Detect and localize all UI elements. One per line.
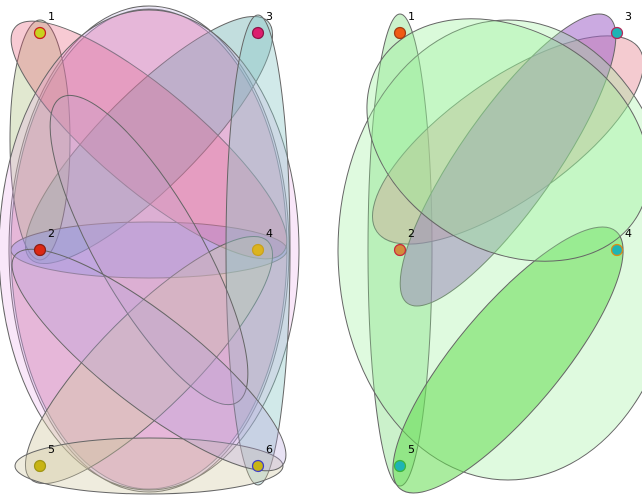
right-node-label: 4 xyxy=(625,227,632,240)
left-hyperedge-5 xyxy=(10,221,288,279)
right-hypergraph: 1 2 3 4 5 xyxy=(337,10,642,494)
left-node-marker xyxy=(251,459,265,473)
left-node-marker xyxy=(33,243,47,257)
left-hypergraph: 1 2 3 4 5 6 xyxy=(0,5,300,495)
right-node-3: 3 xyxy=(610,10,632,40)
right-node-2: 2 xyxy=(393,227,415,257)
left-node-label: 3 xyxy=(266,10,273,23)
right-node-marker xyxy=(610,243,624,257)
right-hyperedge-3 xyxy=(399,13,617,307)
right-hyperedge-6 xyxy=(366,18,642,262)
right-node-label: 1 xyxy=(408,10,415,23)
left-node-label: 6 xyxy=(266,443,273,456)
left-node-4: 4 xyxy=(251,227,273,257)
right-node-label: 3 xyxy=(625,10,632,23)
left-nodes: 1 2 3 4 5 6 xyxy=(33,10,273,473)
left-node-label: 4 xyxy=(266,227,273,240)
left-node-1: 1 xyxy=(33,10,55,40)
left-node-marker xyxy=(33,26,47,40)
right-hyperedge-5 xyxy=(392,226,624,494)
left-node-marker xyxy=(251,243,265,257)
left-node-label: 1 xyxy=(48,10,55,23)
left-hyperedge-4 xyxy=(9,19,71,261)
right-node-5: 5 xyxy=(393,443,415,473)
left-hyperedge-3 xyxy=(24,15,274,265)
right-hyperedges xyxy=(337,13,642,494)
left-node-5: 5 xyxy=(33,443,55,473)
left-hyperedges xyxy=(0,5,300,495)
left-node-label: 2 xyxy=(48,227,55,240)
right-node-label: 2 xyxy=(408,227,415,240)
left-node-marker xyxy=(33,459,47,473)
left-node-marker xyxy=(251,26,265,40)
left-hyperedge-11 xyxy=(14,437,284,495)
left-node-6: 6 xyxy=(251,443,273,473)
left-node-label: 5 xyxy=(48,443,55,456)
right-node-label: 5 xyxy=(408,443,415,456)
right-nodes: 1 2 3 4 5 xyxy=(393,10,632,473)
left-node-3: 3 xyxy=(251,10,273,40)
right-node-marker xyxy=(610,26,624,40)
right-node-4: 4 xyxy=(610,227,632,257)
left-node-2: 2 xyxy=(33,227,55,257)
right-node-marker xyxy=(393,459,407,473)
left-hyperedge-2 xyxy=(8,5,290,493)
left-hyperedge-10 xyxy=(49,94,249,406)
right-node-marker xyxy=(393,26,407,40)
right-node-1: 1 xyxy=(393,10,415,40)
right-node-marker xyxy=(393,243,407,257)
left-hyperedge-6 xyxy=(10,20,288,260)
left-hyperedge-12 xyxy=(11,248,287,472)
